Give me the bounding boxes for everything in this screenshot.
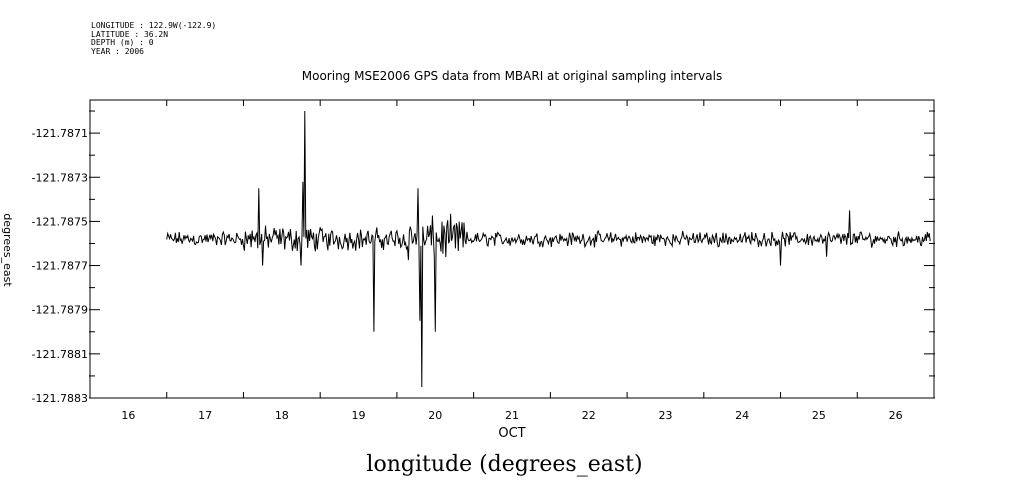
year-label: YEAR : 2006 [91,46,144,56]
chart-title: Mooring MSE2006 GPS data from MBARI at o… [302,69,722,83]
x-tick-label: 26 [889,409,903,422]
plot-frame [89,99,935,399]
series-line [166,110,931,388]
caption: longitude (degrees_east) [366,452,643,477]
chart-svg: Mooring MSE2006 GPS data from MBARI at o… [1,69,935,441]
y-tick-label: -121.7881 [32,348,88,361]
x-axis-label: OCT [498,426,525,441]
x-tick-label: 19 [352,409,366,422]
x-tick-label: 25 [812,409,826,422]
y-axis-label: degrees_east [1,213,14,287]
x-tick-label: 18 [275,409,289,422]
longitude-label: LONGITUDE : 122.9W(-122.9) [91,21,217,30]
y-axis: -121.7871 -121.7873 -121.7875 -121.7877 -121… [32,110,935,405]
x-tick-label: 16 [121,409,135,422]
y-tick-label: -121.7871 [32,127,88,140]
latitude-label: LATITUDE : 36.2N [91,29,169,39]
y-tick-label: -121.7875 [32,215,88,228]
y-tick-label: -121.7877 [32,260,88,273]
x-tick-label: 20 [428,409,442,422]
x-tick-label: 17 [198,409,212,422]
metadata-block: LONGITUDE : 122.9W(-122.9) LATITUDE : 36… [91,21,217,56]
y-tick-label: -121.7883 [32,392,88,405]
x-tick-label: 21 [505,409,519,422]
x-axis: 16 17 18 19 20 21 22 23 24 25 26 [121,100,903,422]
y-tick-label: -121.7873 [32,171,88,184]
x-tick-label: 22 [582,409,596,422]
y-tick-label: -121.7879 [32,304,88,317]
depth-label: DEPTH (m) : 0 [91,38,154,47]
x-tick-label: 24 [735,409,749,422]
x-tick-label: 23 [658,409,672,422]
